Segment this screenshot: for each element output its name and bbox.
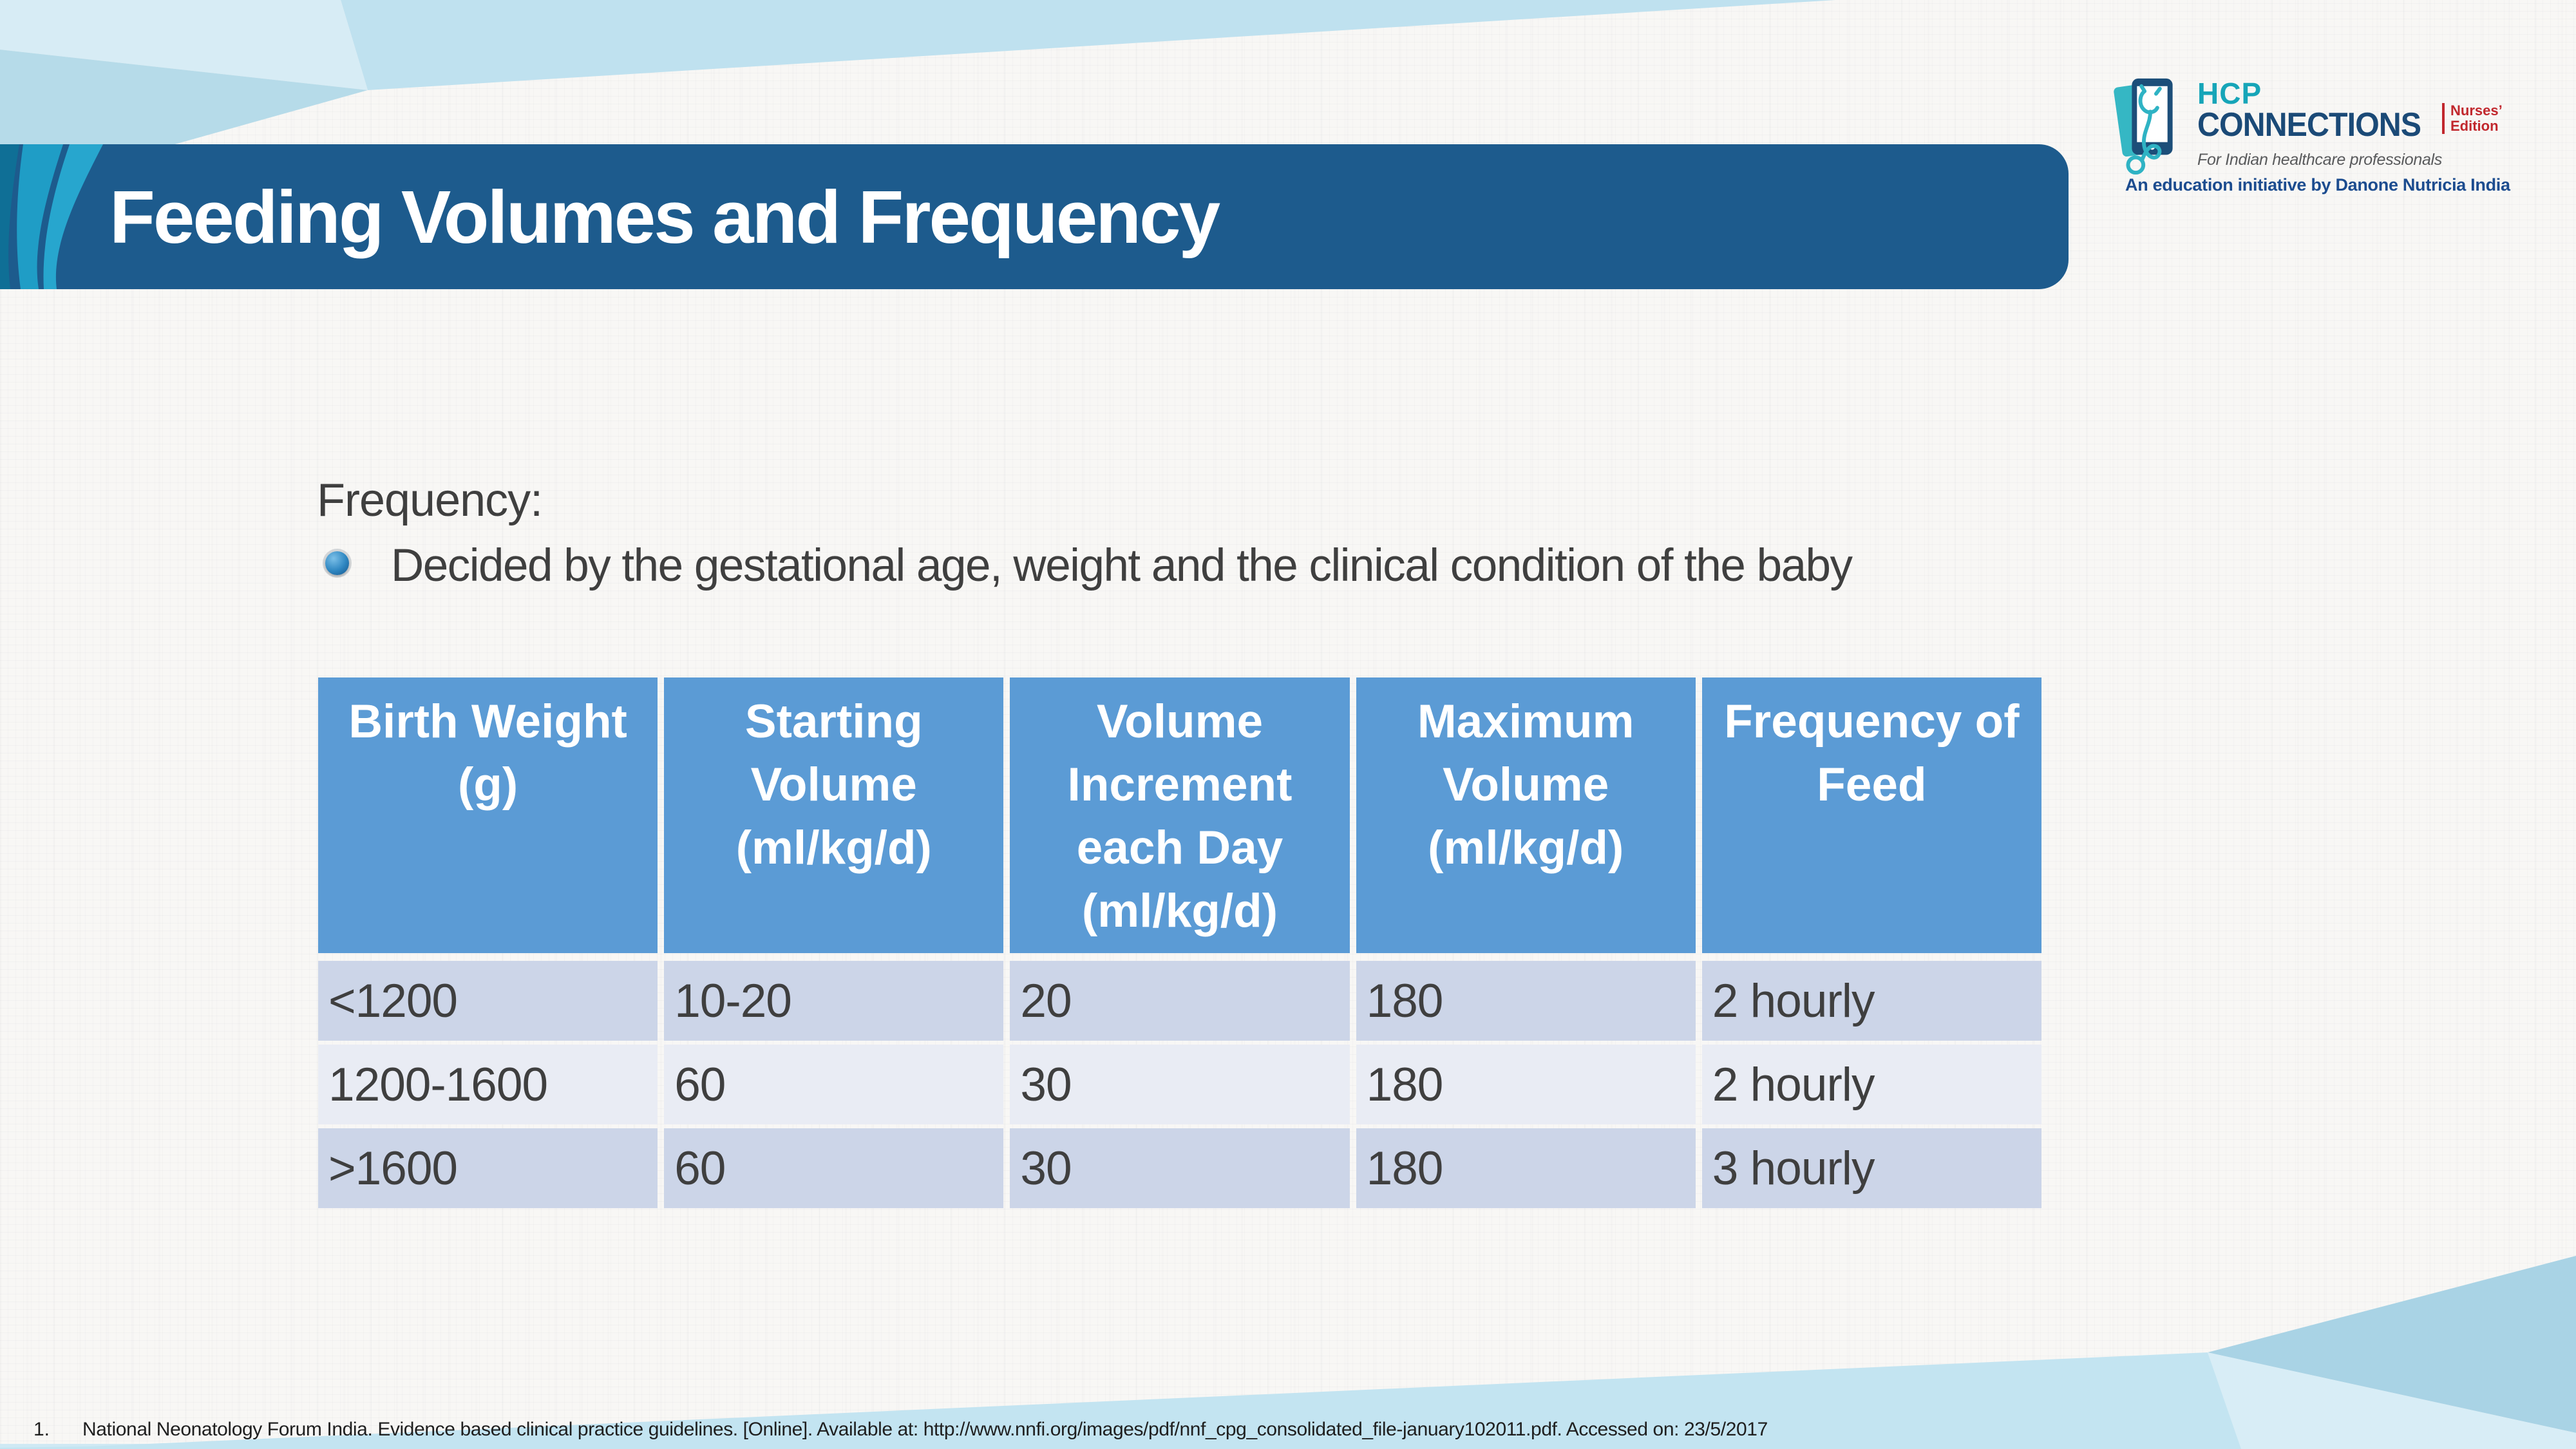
title-bar: Feeding Volumes and Frequency — [0, 144, 2069, 289]
logo-tagline: For Indian healthcare professionals — [2197, 151, 2443, 169]
table-cell: 10-20 — [664, 961, 1004, 1041]
logo-edition-line2: Edition — [2450, 118, 2499, 135]
table-cell: <1200 — [318, 961, 658, 1041]
footnote-number: 1. — [33, 1419, 50, 1440]
table-cell: 180 — [1356, 1045, 1696, 1124]
table-header-volume-increment: Volume Increment each Day (ml/kg/d) — [1010, 677, 1350, 953]
footnote-reference: National Neonatology Forum India. Eviden… — [82, 1419, 1768, 1440]
hcp-connections-logo: HCP CONNECTIONS Nurses’ Edition For Indi… — [2106, 72, 2557, 201]
table-cell: 1200-1600 — [318, 1045, 658, 1124]
logo-edition-label: Nurses’ Edition — [2442, 102, 2503, 135]
table-cell: 180 — [1356, 961, 1696, 1041]
bullet-text: Decided by the gestational age, weight a… — [391, 540, 1853, 591]
table-cell: 2 hourly — [1701, 961, 2041, 1041]
body-heading: Frequency: — [317, 475, 543, 526]
table-cell: 60 — [664, 1128, 1004, 1208]
table-cell: 30 — [1010, 1128, 1350, 1208]
table-cell: 20 — [1010, 961, 1350, 1041]
table-header-row: Birth Weight (g) Starting Volume (ml/kg/… — [318, 677, 2041, 953]
table-header-maximum-volume: Maximum Volume (ml/kg/d) — [1356, 677, 1696, 953]
table-cell: 3 hourly — [1701, 1128, 2041, 1208]
logo-brand-main: CONNECTIONS — [2197, 106, 2421, 144]
bullet-item: Decided by the gestational age, weight a… — [325, 540, 1853, 592]
table-cell: 60 — [664, 1045, 1004, 1124]
bullet-icon — [325, 551, 349, 575]
page-title: Feeding Volumes and Frequency — [109, 175, 1220, 259]
table-cell: 180 — [1356, 1128, 1696, 1208]
logo-initiative: An education initiative by Danone Nutric… — [2125, 175, 2510, 194]
tablet-stethoscope-icon — [2114, 78, 2173, 175]
title-bar-swoosh-ribbons — [0, 144, 103, 289]
table-cell: 2 hourly — [1701, 1045, 2041, 1124]
table-header-frequency: Frequency of Feed — [1701, 677, 2041, 953]
table-cell: 30 — [1010, 1045, 1350, 1124]
table-header-starting-volume: Starting Volume (ml/kg/d) — [664, 677, 1004, 953]
feeding-table: Birth Weight (g) Starting Volume (ml/kg/… — [318, 677, 2041, 1208]
table-header-birth-weight: Birth Weight (g) — [318, 677, 658, 953]
table-cell: >1600 — [318, 1128, 658, 1208]
table-body: <1200 10-20 20 180 2 hourly 1200-1600 60… — [318, 961, 2041, 1208]
logo-edition-line1: Nurses’ — [2450, 102, 2503, 118]
logo-brand-top: HCP — [2197, 77, 2262, 110]
